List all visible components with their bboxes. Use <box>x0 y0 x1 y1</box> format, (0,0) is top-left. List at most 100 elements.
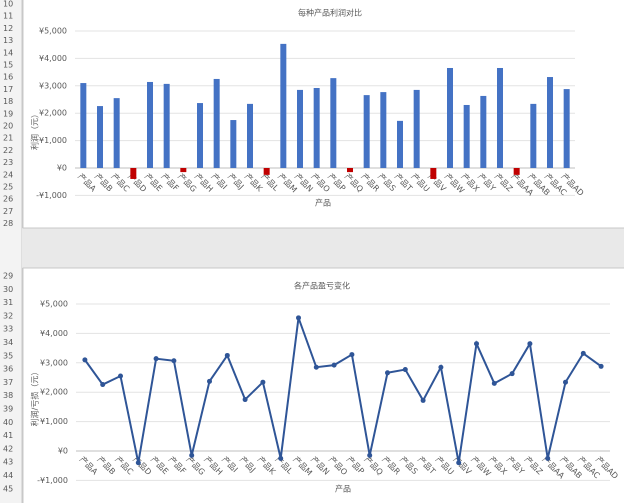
row-number: 21 <box>3 134 13 143</box>
bar <box>80 83 87 168</box>
bar <box>213 78 220 168</box>
point <box>367 452 373 458</box>
row-number: 45 <box>3 484 13 493</box>
y-tick-label: ¥5,000 <box>39 27 67 36</box>
row-number: 39 <box>3 405 13 414</box>
point <box>545 455 551 461</box>
bar <box>447 67 453 168</box>
point <box>313 364 319 370</box>
bar <box>230 120 237 168</box>
row-number: 13 <box>3 36 13 45</box>
row-number: 44 <box>3 471 13 480</box>
row-number: 33 <box>3 325 13 334</box>
bar <box>247 103 253 168</box>
point <box>474 341 479 347</box>
bar <box>147 81 153 168</box>
point <box>189 452 195 458</box>
bar <box>547 77 553 168</box>
y-tick-label: -¥1,000 <box>36 191 67 200</box>
y-tick-label: ¥0 <box>58 447 68 456</box>
row-number: 29 <box>3 272 13 281</box>
bar <box>563 89 570 168</box>
row-number: 16 <box>3 73 13 82</box>
row-number: 24 <box>3 170 13 179</box>
y-axis-label: 利润（元） <box>30 110 40 150</box>
bar <box>263 168 270 175</box>
row-number: 27 <box>3 207 13 216</box>
row-number: 18 <box>3 97 13 106</box>
bar <box>530 103 537 168</box>
bar <box>163 83 170 168</box>
row-number: 40 <box>3 418 13 427</box>
y-tick-label: ¥2,000 <box>40 388 68 397</box>
bar <box>463 104 470 168</box>
y-tick-label: -¥1,000 <box>37 476 68 485</box>
point <box>580 350 586 356</box>
bar <box>297 89 303 168</box>
bar <box>497 67 503 168</box>
y-tick-label: ¥4,000 <box>39 54 67 63</box>
point <box>171 358 177 364</box>
row-number: 43 <box>3 458 13 467</box>
point <box>296 315 301 321</box>
bar <box>347 168 353 173</box>
chart-title: 各产品盈亏变化 <box>294 281 350 291</box>
row-number: 25 <box>3 183 13 192</box>
row-number: 26 <box>3 195 13 204</box>
x-axis-label: 产品 <box>315 198 331 208</box>
row-number: 10 <box>3 0 13 9</box>
row-number: 12 <box>3 24 13 33</box>
point <box>260 379 266 385</box>
chart-title: 每种产品利润对比 <box>298 8 362 18</box>
row-number: 37 <box>3 378 13 387</box>
bar <box>513 168 520 175</box>
bar <box>197 103 203 168</box>
row-number: 32 <box>3 311 13 320</box>
bar <box>130 168 137 179</box>
row-number: 42 <box>3 444 13 453</box>
bar <box>480 95 487 168</box>
bar <box>330 78 337 168</box>
bar <box>97 106 103 168</box>
y-tick-label: ¥5,000 <box>40 300 68 309</box>
y-axis-label: 利润/亏损（元） <box>30 368 40 427</box>
row-number: 38 <box>3 391 13 400</box>
row-number: 14 <box>3 48 13 57</box>
point <box>598 363 604 369</box>
x-axis-label: 产品 <box>335 484 351 494</box>
bar <box>363 95 370 168</box>
point <box>278 455 284 461</box>
point <box>456 460 462 466</box>
row-header-col <box>0 0 22 503</box>
y-tick-label: ¥0 <box>57 164 67 173</box>
point <box>82 357 88 363</box>
point <box>563 379 568 385</box>
y-tick-label: ¥3,000 <box>39 81 67 90</box>
bar <box>113 98 120 168</box>
line <box>84 317 602 463</box>
point <box>491 380 497 386</box>
point <box>135 460 141 466</box>
point <box>153 356 159 362</box>
y-tick-label: ¥3,000 <box>40 358 68 367</box>
row-number: 41 <box>3 431 13 440</box>
row-number: 34 <box>3 338 13 347</box>
row-number: 36 <box>3 365 13 374</box>
chart-area <box>22 0 624 229</box>
row-number: 11 <box>3 12 13 21</box>
sheet-gap <box>22 228 624 268</box>
row-number: 23 <box>3 158 13 167</box>
bar <box>413 89 420 168</box>
row-number: 20 <box>3 122 13 131</box>
y-tick-label: ¥4,000 <box>40 329 68 338</box>
point <box>207 378 212 384</box>
bar <box>313 87 320 168</box>
row-number: 28 <box>3 219 13 228</box>
bar <box>280 43 287 168</box>
point <box>118 373 123 379</box>
point <box>349 352 355 358</box>
point <box>242 397 248 403</box>
y-tick-label: ¥2,000 <box>39 109 67 118</box>
point <box>331 362 337 368</box>
